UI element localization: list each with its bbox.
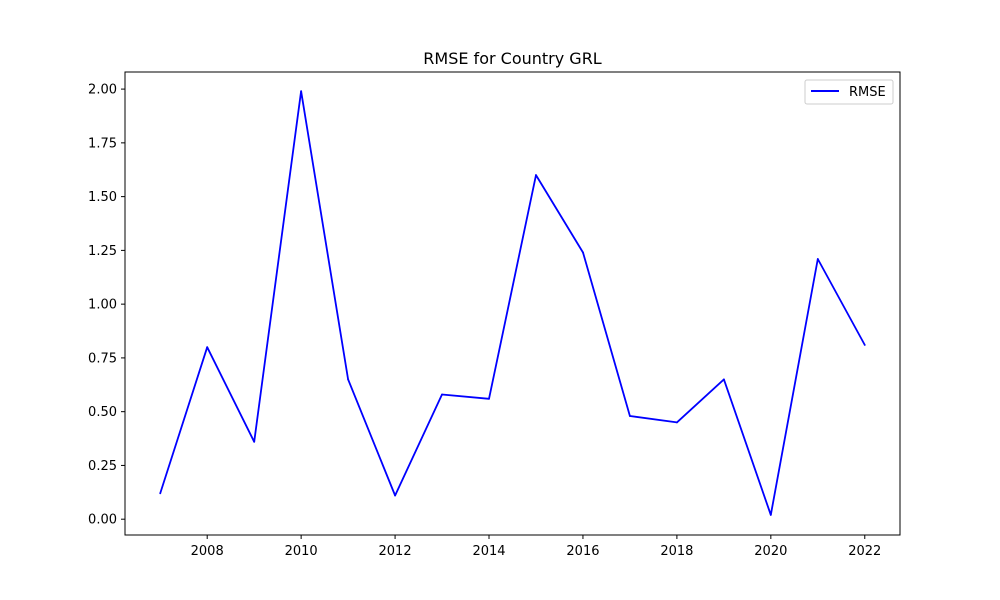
legend-label-rmse: RMSE (849, 85, 886, 100)
data-point (722, 378, 725, 381)
x-tick-label: 2022 (848, 544, 881, 559)
y-tick-label: 1.00 (88, 298, 117, 313)
data-point (816, 258, 819, 260)
x-tick-label: 2020 (754, 544, 787, 559)
x-tick-label: 2018 (660, 544, 693, 559)
data-point (253, 440, 256, 443)
data-point (441, 393, 443, 396)
data-point (863, 344, 866, 346)
x-tick-label: 2010 (285, 544, 318, 559)
y-tick-label: 0.50 (88, 405, 117, 420)
x-tick-label: 2008 (191, 544, 224, 559)
y-tick-label: 2.00 (88, 83, 117, 98)
x-axis: 2008 2010 2012 2014 2016 2018 2020 2022 (191, 535, 881, 559)
x-tick-label: 2016 (566, 544, 599, 559)
data-point (394, 494, 396, 497)
data-point (769, 513, 772, 516)
y-tick-label: 1.25 (88, 244, 117, 259)
y-tick-label: 0.75 (88, 351, 117, 366)
series-line-rmse (159, 90, 866, 516)
y-axis: 0.00 0.25 0.50 0.75 1.00 1.25 1.50 1.75 2.00 (88, 83, 125, 528)
series-layer (159, 90, 866, 516)
legend-box (804, 79, 894, 105)
chart-title: RMSE for Country GRL (423, 49, 602, 68)
y-tick-label: 1.50 (88, 190, 117, 205)
y-tick-label: 0.00 (88, 513, 117, 528)
data-point (582, 251, 584, 254)
data-point (488, 397, 490, 400)
y-tick-label: 1.75 (88, 136, 117, 151)
data-point (347, 378, 350, 381)
data-point (535, 174, 537, 177)
y-tick-label: 0.25 (88, 459, 117, 474)
x-tick-label: 2014 (472, 544, 505, 559)
plot-frame (124, 71, 901, 536)
legend: RMSE (804, 79, 894, 105)
data-point (300, 90, 303, 93)
data-point (675, 421, 678, 424)
data-point (629, 415, 631, 417)
data-point (159, 492, 162, 495)
data-point (206, 346, 209, 349)
x-tick-label: 2012 (379, 544, 412, 559)
